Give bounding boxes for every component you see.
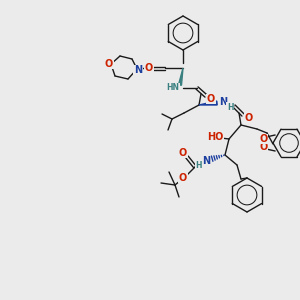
Text: N: N <box>202 156 210 166</box>
Text: H: H <box>227 103 233 112</box>
Text: HO: HO <box>207 132 223 142</box>
Text: N: N <box>219 97 227 107</box>
Text: HN: HN <box>167 83 179 92</box>
Text: O: O <box>207 94 215 104</box>
Text: O: O <box>259 142 267 152</box>
Text: O: O <box>179 173 187 183</box>
Text: O: O <box>245 113 253 123</box>
Text: O: O <box>105 59 113 69</box>
Text: H: H <box>196 161 202 170</box>
Polygon shape <box>178 68 183 85</box>
Text: O: O <box>179 148 187 158</box>
Text: O: O <box>145 63 153 73</box>
Text: N: N <box>134 65 142 75</box>
Polygon shape <box>199 101 217 105</box>
Text: O: O <box>259 134 267 144</box>
